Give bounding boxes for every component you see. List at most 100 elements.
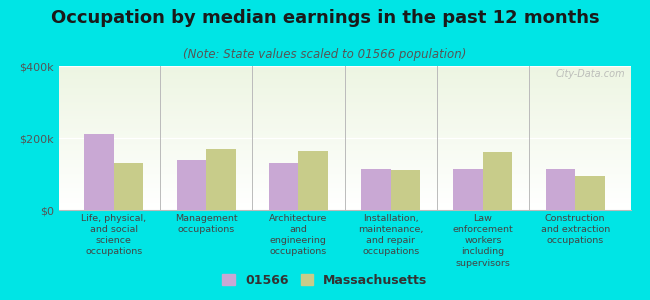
Bar — [58, 134, 630, 135]
Bar — [58, 91, 630, 92]
Bar — [58, 188, 630, 190]
Bar — [58, 82, 630, 83]
Bar — [58, 102, 630, 104]
Bar — [58, 70, 630, 72]
Bar — [58, 95, 630, 96]
Bar — [58, 119, 630, 121]
Bar — [58, 204, 630, 206]
Bar — [58, 98, 630, 99]
Bar — [298, 151, 328, 210]
Bar — [58, 108, 630, 109]
Bar — [58, 76, 630, 77]
Bar — [58, 200, 630, 201]
Bar — [58, 149, 630, 151]
Bar — [58, 85, 630, 86]
Bar — [58, 199, 630, 200]
Bar — [58, 144, 630, 145]
Bar — [58, 207, 630, 208]
Bar — [58, 145, 630, 147]
Bar — [58, 191, 630, 193]
Bar — [58, 105, 630, 106]
Bar — [58, 115, 630, 116]
Bar — [58, 165, 630, 167]
Bar — [58, 154, 630, 155]
Bar — [58, 131, 630, 132]
Bar — [58, 187, 630, 188]
Bar — [114, 163, 144, 210]
Text: Occupation by median earnings in the past 12 months: Occupation by median earnings in the pas… — [51, 9, 599, 27]
Bar — [58, 83, 630, 85]
Bar — [58, 190, 630, 191]
Bar — [58, 197, 630, 199]
Bar — [206, 149, 236, 210]
Bar — [58, 69, 630, 70]
Bar — [58, 113, 630, 115]
Bar — [58, 96, 630, 98]
Bar — [58, 168, 630, 170]
Bar — [58, 79, 630, 80]
Bar — [58, 142, 630, 144]
Bar — [58, 135, 630, 136]
Legend: 01566, Massachusetts: 01566, Massachusetts — [218, 270, 432, 291]
Bar — [177, 160, 206, 210]
Bar — [58, 106, 630, 108]
Bar — [453, 169, 483, 210]
Bar — [58, 163, 630, 164]
Bar — [58, 208, 630, 210]
Bar — [84, 134, 114, 210]
Bar — [58, 193, 630, 194]
Bar — [391, 170, 420, 210]
Bar — [58, 111, 630, 112]
Bar — [58, 77, 630, 79]
Bar — [58, 128, 630, 129]
Bar — [58, 161, 630, 163]
Bar — [58, 177, 630, 178]
Bar — [58, 157, 630, 158]
Bar — [58, 68, 630, 69]
Bar — [361, 169, 391, 210]
Bar — [58, 129, 630, 131]
Bar — [58, 118, 630, 119]
Bar — [58, 80, 630, 82]
Bar — [58, 86, 630, 88]
Bar — [58, 72, 630, 73]
Bar — [58, 203, 630, 204]
Bar — [58, 99, 630, 100]
Bar — [58, 181, 630, 183]
Bar — [58, 171, 630, 172]
Bar — [58, 121, 630, 122]
Bar — [58, 152, 630, 154]
Bar — [58, 75, 630, 76]
Bar — [58, 127, 630, 128]
Bar — [58, 73, 630, 75]
Bar — [58, 122, 630, 124]
Bar — [58, 109, 630, 111]
Bar — [58, 206, 630, 207]
Bar — [58, 147, 630, 148]
Text: (Note: State values scaled to 01566 population): (Note: State values scaled to 01566 popu… — [183, 48, 467, 61]
Bar — [58, 112, 630, 113]
Bar — [58, 167, 630, 168]
Bar — [58, 136, 630, 138]
Bar — [545, 169, 575, 210]
Bar — [58, 125, 630, 127]
Bar — [269, 163, 298, 210]
Bar — [58, 183, 630, 184]
Bar — [58, 92, 630, 93]
Bar — [58, 66, 630, 68]
Bar — [58, 158, 630, 160]
Bar — [58, 151, 630, 152]
Bar — [483, 152, 512, 210]
Bar — [58, 124, 630, 125]
Bar — [58, 155, 630, 157]
Bar — [58, 103, 630, 105]
Bar — [58, 140, 630, 141]
Bar — [58, 201, 630, 203]
Bar — [58, 88, 630, 89]
Bar — [58, 89, 630, 91]
Bar — [58, 148, 630, 149]
Bar — [575, 176, 604, 210]
Text: City-Data.com: City-Data.com — [555, 69, 625, 79]
Bar — [58, 196, 630, 197]
Bar — [58, 160, 630, 161]
